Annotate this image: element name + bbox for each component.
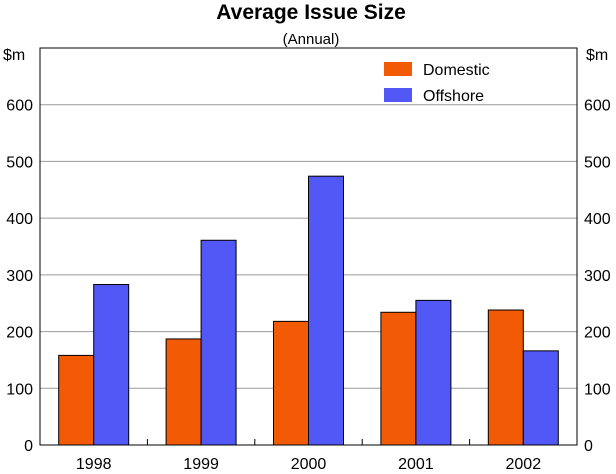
y-axis-unit-left: $m xyxy=(3,47,25,64)
bar-domestic-1999 xyxy=(165,338,202,446)
y-tick-right-100: 100 xyxy=(584,381,611,398)
bar-domestic-2002 xyxy=(487,309,524,446)
bar-domestic-2001 xyxy=(380,311,417,446)
bar-offshore-2000 xyxy=(308,175,344,446)
y-tick-left-0: 0 xyxy=(24,438,33,455)
plot-frame xyxy=(39,47,578,446)
y-tick-left-300: 300 xyxy=(6,268,33,285)
axes xyxy=(39,47,578,446)
legend: Domestic Offshore xyxy=(384,62,490,105)
x-tick-label-1998: 1998 xyxy=(76,456,112,473)
x-tick-label-2002: 2002 xyxy=(506,456,542,473)
x-tick-labels: 1998 1999 2000 2001 2002 xyxy=(76,456,541,473)
y-axis-unit-right: $m xyxy=(586,47,608,64)
y-tick-left-400: 400 xyxy=(6,211,33,228)
y-tick-right-200: 200 xyxy=(584,325,611,342)
legend-label-offshore: Offshore xyxy=(423,88,484,105)
x-tick-label-2001: 2001 xyxy=(398,456,434,473)
y-tick-left-600: 600 xyxy=(6,98,33,115)
bar-offshore-2002 xyxy=(522,350,559,446)
bar-offshore-1999 xyxy=(200,239,237,446)
bars xyxy=(58,175,559,446)
y-tick-left-500: 500 xyxy=(6,154,33,171)
x-tick-label-2000: 2000 xyxy=(291,456,327,473)
chart-title: Average Issue Size xyxy=(216,1,406,24)
legend-swatch-offshore xyxy=(384,88,412,102)
bar-domestic-2000 xyxy=(273,320,309,446)
y-tick-right-0: 0 xyxy=(584,438,593,455)
y-tick-right-600: 600 xyxy=(584,98,611,115)
y-tick-right-300: 300 xyxy=(584,268,611,285)
y-ticks-left: 0 100 200 300 400 500 600 xyxy=(6,98,33,455)
x-tick-label-1999: 1999 xyxy=(183,456,219,473)
y-ticks-right: 0 100 200 300 400 500 600 xyxy=(584,98,611,455)
y-tick-left-200: 200 xyxy=(6,325,33,342)
y-tick-right-500: 500 xyxy=(584,154,611,171)
legend-swatch-domestic xyxy=(384,62,412,76)
chart-subtitle: (Annual) xyxy=(283,31,340,48)
bar-domestic-1998 xyxy=(58,354,95,446)
bar-offshore-2001 xyxy=(415,299,452,446)
legend-label-domestic: Domestic xyxy=(423,62,490,79)
y-tick-right-400: 400 xyxy=(584,211,611,228)
bar-offshore-1998 xyxy=(93,283,130,446)
y-tick-left-100: 100 xyxy=(6,381,33,398)
